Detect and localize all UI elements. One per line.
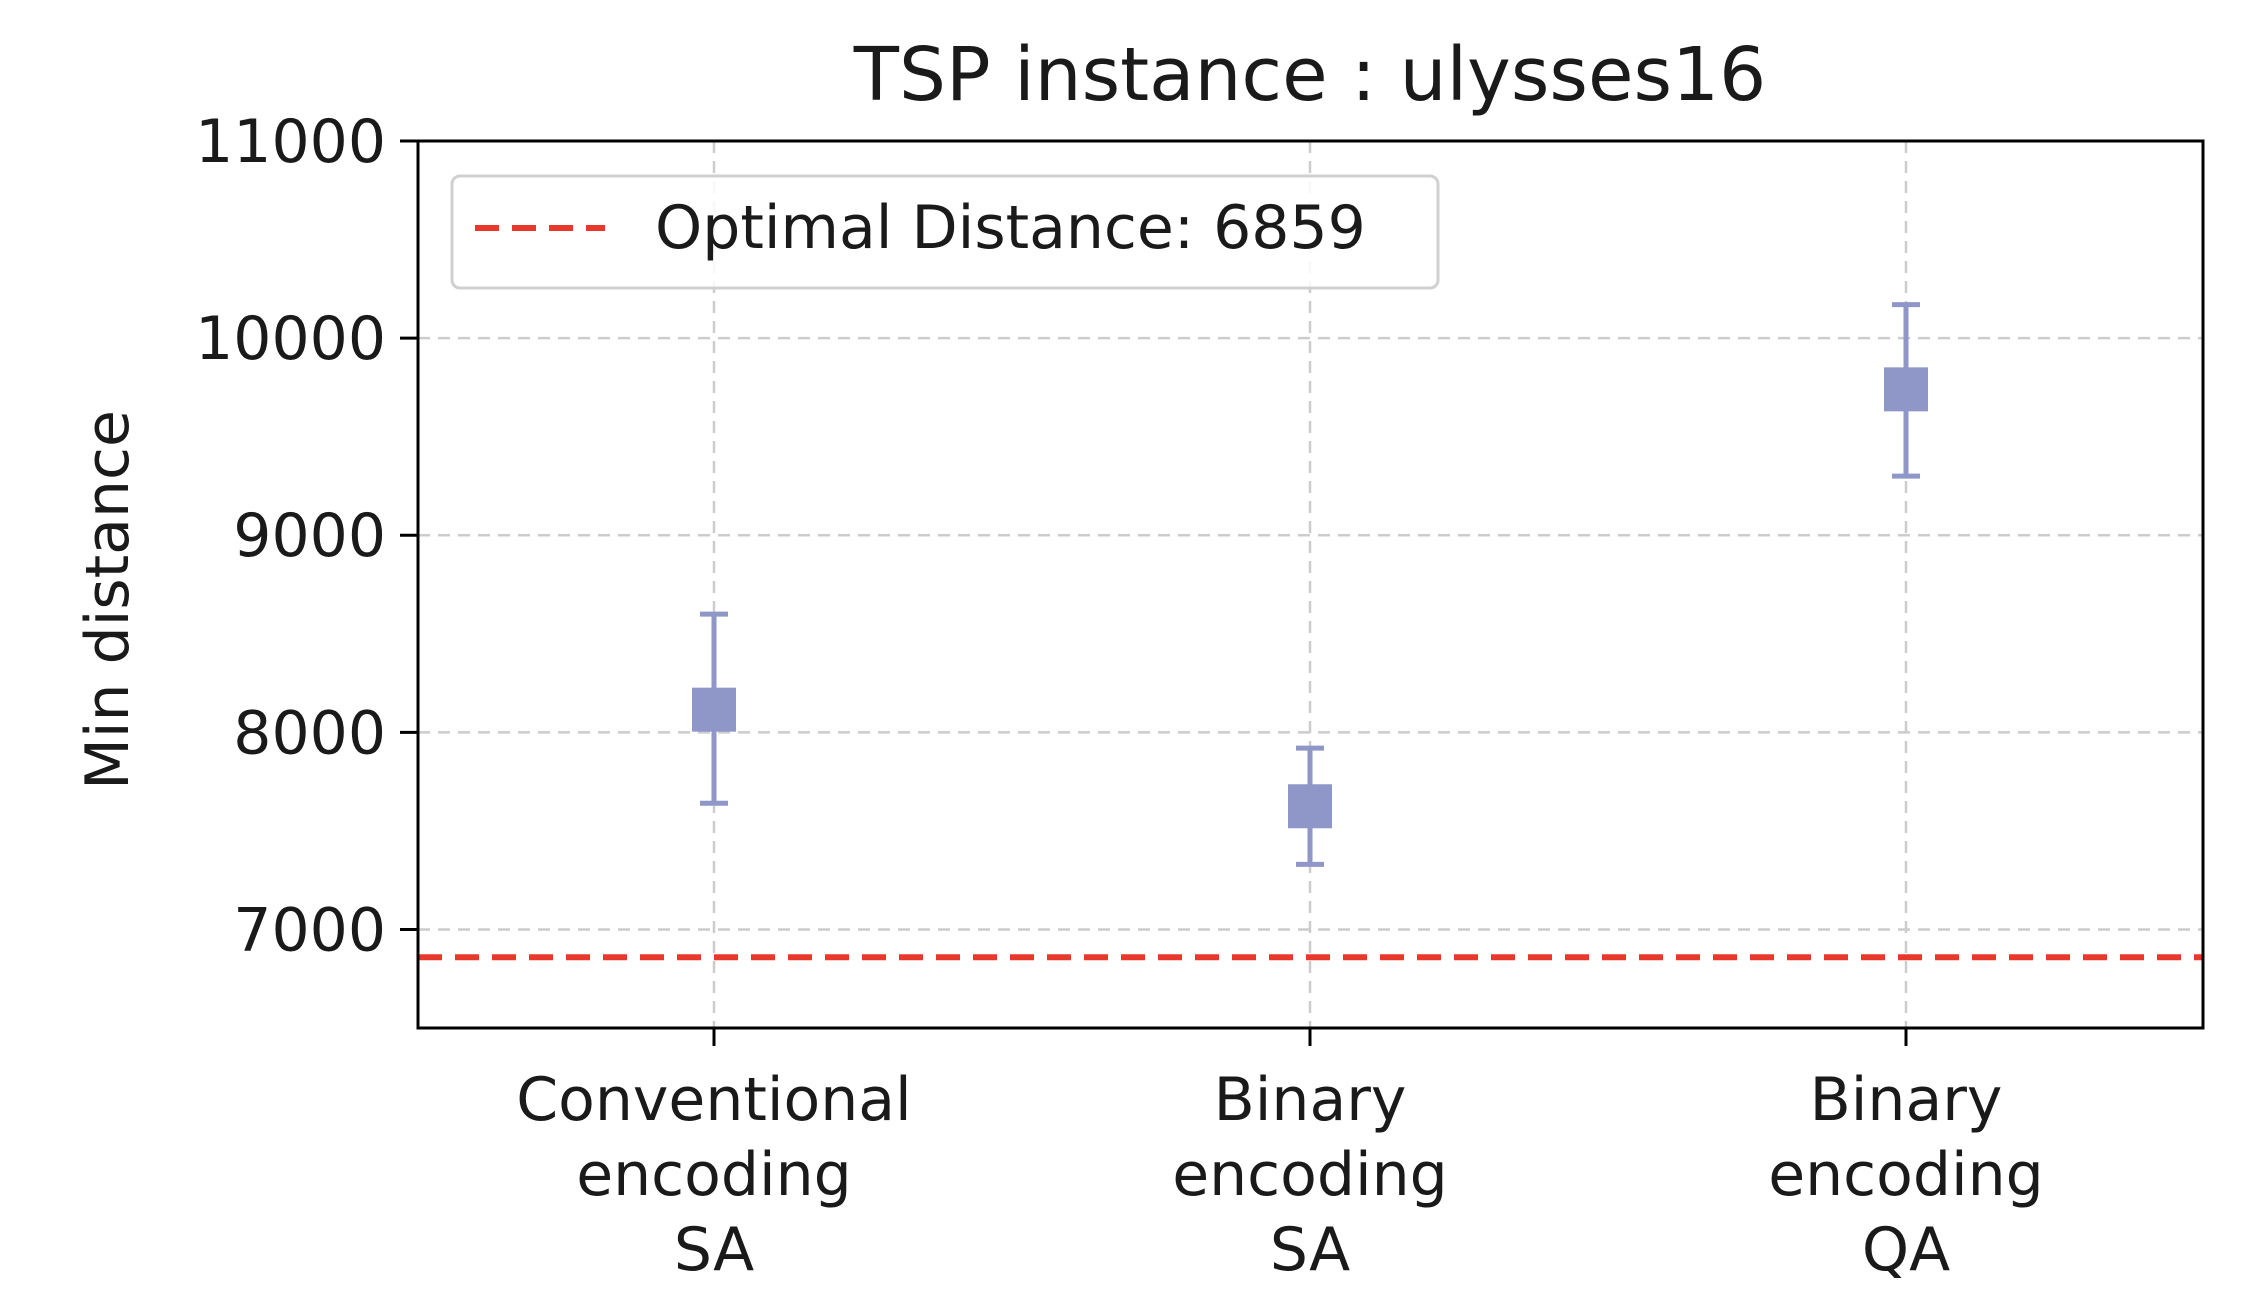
y-axis: 7000 8000 9000 10000 11000: [195, 107, 418, 965]
legend-reference-label: Optimal Distance: 6859: [655, 193, 1366, 263]
x-tick-label-line: encoding: [1172, 1140, 1448, 1210]
data-layer: [692, 302, 1928, 867]
data-point: [692, 687, 736, 732]
x-tick-label: Conventional encoding SA: [516, 1065, 911, 1285]
x-tick-label-line: QA: [1862, 1215, 1950, 1285]
x-tick-label: Binary encoding SA: [1172, 1065, 1448, 1285]
data-point: [1288, 784, 1332, 829]
x-tick-label-line: Binary: [1810, 1065, 2003, 1135]
legend-box: [450, 174, 1440, 290]
y-tick-label: 7000: [233, 895, 386, 965]
x-tick-label-line: SA: [674, 1215, 754, 1285]
x-tick-label-line: Conventional: [516, 1065, 911, 1135]
x-tick-label-line: SA: [1270, 1215, 1350, 1285]
y-axis-label: Min distance: [73, 410, 143, 790]
x-tick-label-line: Binary: [1214, 1065, 1407, 1135]
chart-title: TSP instance : ulysses16: [853, 32, 1766, 118]
y-tick-label: 11000: [195, 107, 386, 177]
legend: Optimal Distance: 6859: [450, 174, 1440, 290]
x-tick-label-line: encoding: [1768, 1140, 2044, 1210]
data-point: [1884, 367, 1928, 412]
y-tick-label: 9000: [233, 501, 386, 571]
x-tick-label-line: encoding: [576, 1140, 852, 1210]
x-tick-label: Binary encoding QA: [1768, 1065, 2044, 1285]
y-tick-label: 10000: [195, 304, 386, 374]
y-tick-label: 8000: [233, 698, 386, 768]
